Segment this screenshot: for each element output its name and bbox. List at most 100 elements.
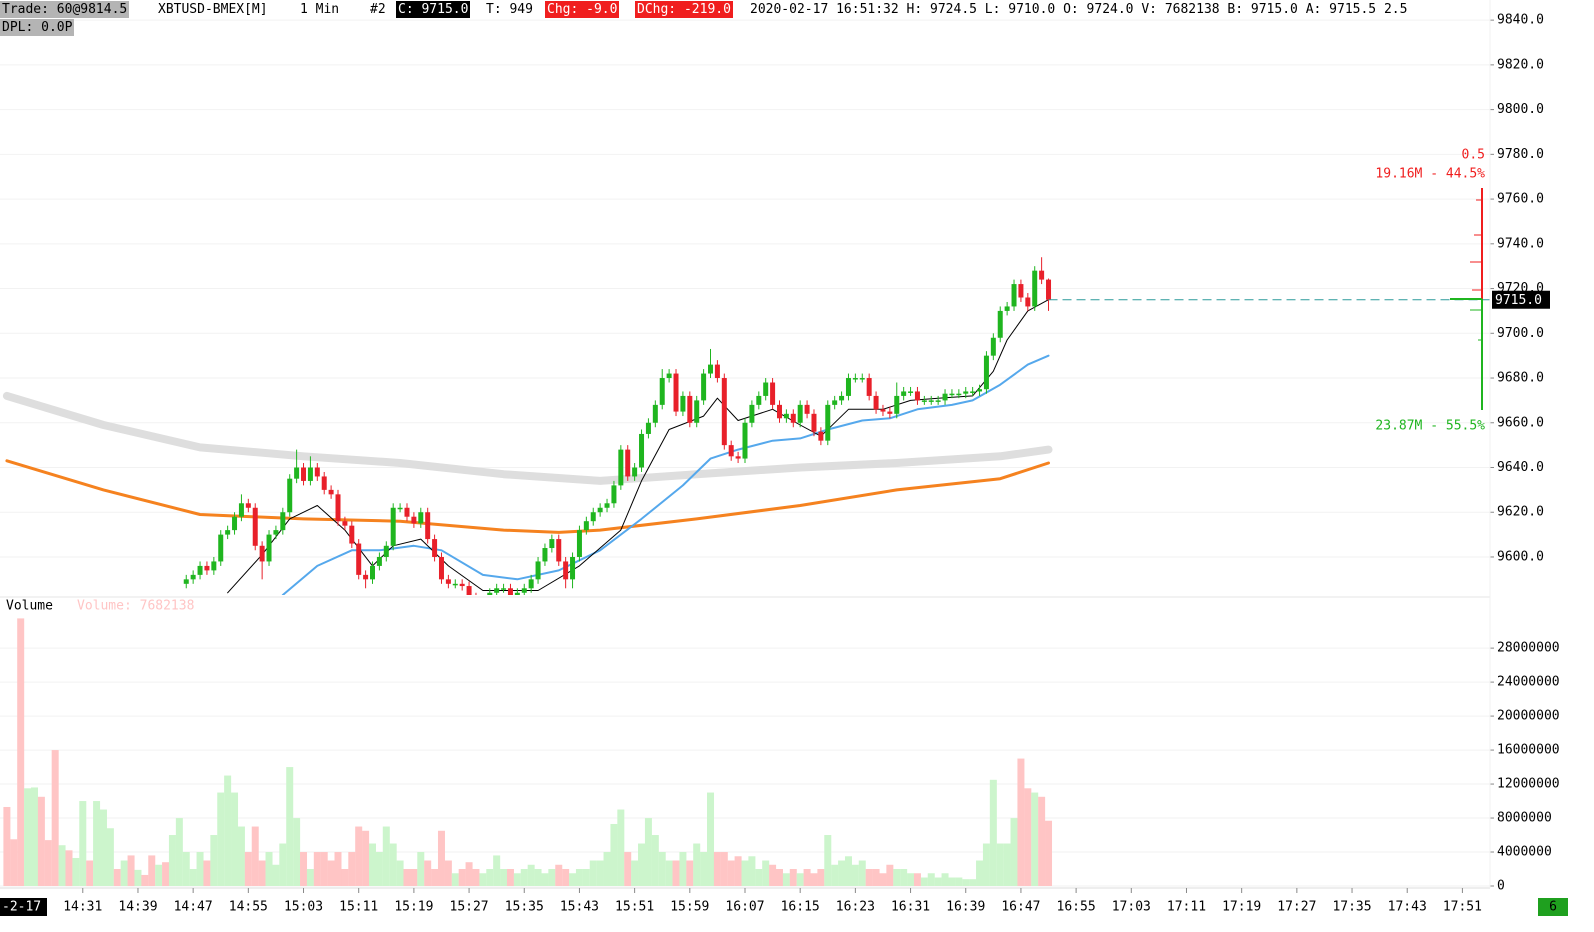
candle-body [342,521,348,526]
volume-bar [1045,820,1053,886]
volume-bar [120,860,128,886]
candle-body [756,395,762,405]
volume-bar [458,869,466,886]
volume-bar [679,852,687,886]
volume-bar [755,869,763,886]
x-tick-label: 14:31 [63,900,102,915]
volume-bar [93,801,101,886]
candle-body [480,602,485,604]
candle-body [908,391,914,393]
candle-body [901,391,907,396]
day-change: DChg: -219.0 [635,1,733,18]
candle-body [956,393,962,396]
candle-body [459,583,465,587]
volume-bar [907,873,915,886]
volume-bar [693,843,701,886]
candle-body [245,503,251,508]
candle-body [259,545,265,562]
candle-body [1018,284,1024,298]
volume-bar [548,869,556,886]
candle-body [804,404,810,414]
candle-body [570,556,576,580]
y-tick-label: 9800.0 [1497,102,1544,117]
candle-body [363,574,369,580]
volume-bar [865,869,873,886]
volume-bar [789,869,797,886]
volume-bar [610,823,618,886]
ask-volume-label: 19.16M - 44.5% [1375,167,1485,182]
volume-bar [575,869,583,886]
candle-body [701,373,707,401]
volume-bar [424,860,432,886]
candle-body [1039,270,1045,280]
candle-body [287,478,293,513]
candle-body [680,395,686,412]
volume-bar [762,860,770,886]
candle-body [349,525,355,544]
volume-bar [1038,796,1046,886]
volume-bar [369,843,376,886]
volume-bar [707,792,715,886]
volume-bar [720,852,728,886]
date-label: -2-17 [2,900,41,915]
volume-bar [644,818,652,886]
volume-bar [982,843,990,886]
volume-bar [734,856,742,886]
candle-body [321,476,327,490]
candle-body [880,409,886,412]
volume-bar [541,873,549,886]
volume-bar [513,873,521,886]
x-tick-label: 15:11 [339,900,378,915]
volume-bar [417,852,425,886]
volume-bar [900,869,908,886]
volume-bar [231,792,239,886]
volume-bar [913,873,921,886]
x-tick-label: 15:51 [615,900,654,915]
candle-body [914,391,920,401]
volume-bar [989,779,997,886]
candle-body [425,512,431,540]
candle-body [783,413,789,419]
x-tick-label: 14:55 [229,900,268,915]
candle-body [894,395,900,414]
candle-body [659,378,665,405]
candle-body [411,516,417,524]
y-tick-label: 9820.0 [1497,57,1544,72]
volume-bar [175,818,183,886]
last-price-box [1492,290,1550,309]
volume-bar [168,835,176,886]
candle-body [466,586,472,595]
volume-bar [831,864,839,886]
candle-body [721,378,727,446]
moving-average [2,391,1053,485]
volume-bar [1010,818,1018,886]
volume-bar [796,873,804,886]
volume-bar [127,855,135,886]
volume-bar [382,826,390,886]
candle-body [535,561,541,580]
volume-bar [672,860,680,886]
volume-bar [3,806,11,886]
volume-bar [520,869,528,886]
candle-body [556,539,562,562]
volume-bar [1031,792,1039,886]
date-label-bg [0,898,47,916]
volume-bar [148,855,156,886]
candle-body [432,539,438,557]
candle-body [770,382,776,405]
candle-body [314,467,320,477]
candle-body [618,449,624,486]
candle-body [294,467,300,479]
volume-bar [348,852,356,886]
volume-bar [562,869,570,886]
volume-bar [362,830,370,886]
y-tick-label: 9600.0 [1497,549,1544,564]
candle-body [728,445,734,457]
y-tick-label: 9700.0 [1497,326,1544,341]
volume-bar [327,860,335,886]
volume-bar [182,852,190,886]
volume-bar [58,845,66,886]
candle-body [866,378,872,396]
candle-body [611,485,617,504]
candle-body [832,400,838,405]
